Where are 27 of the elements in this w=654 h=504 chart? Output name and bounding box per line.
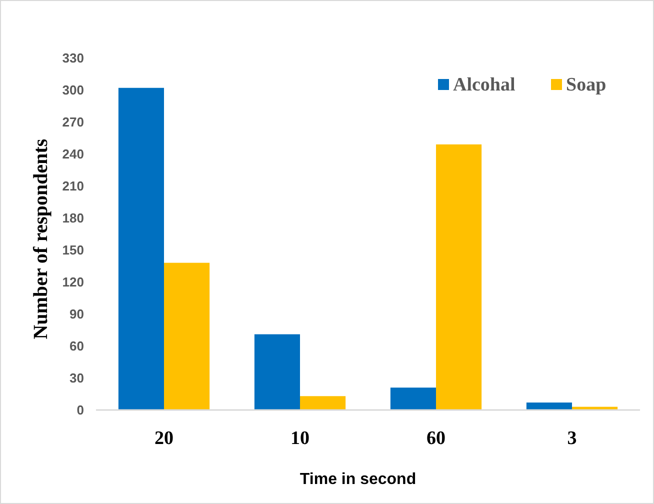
y-tick-label: 270 (62, 114, 84, 130)
bar (254, 334, 300, 410)
legend-label: Soap (566, 74, 606, 96)
y-axis-title: Number of respondents (30, 138, 52, 340)
bar (118, 88, 164, 410)
y-tick-label: 300 (62, 82, 84, 98)
y-tick-label: 0 (76, 402, 84, 418)
y-tick-label: 210 (62, 178, 84, 194)
bar (526, 402, 572, 410)
y-tick-label: 120 (62, 274, 84, 290)
x-tick-label: 10 (290, 428, 310, 449)
y-tick-label: 180 (62, 210, 84, 226)
y-tick-label: 330 (62, 50, 84, 66)
bar (164, 262, 210, 410)
x-axis-title: Time in second (300, 471, 416, 488)
legend-label: Alcohal (453, 74, 516, 96)
y-tick-label: 240 (62, 146, 84, 162)
y-tick-label: 90 (70, 306, 84, 322)
bar (390, 388, 436, 410)
x-tick-label: 60 (426, 428, 446, 449)
x-tick-label: 20 (154, 428, 174, 449)
y-tick-label: 150 (62, 242, 84, 258)
y-tick-label: 30 (70, 370, 84, 386)
bar (300, 396, 346, 410)
x-tick-label: 3 (567, 428, 577, 449)
y-tick-label: 60 (70, 338, 84, 354)
bar (436, 144, 482, 410)
